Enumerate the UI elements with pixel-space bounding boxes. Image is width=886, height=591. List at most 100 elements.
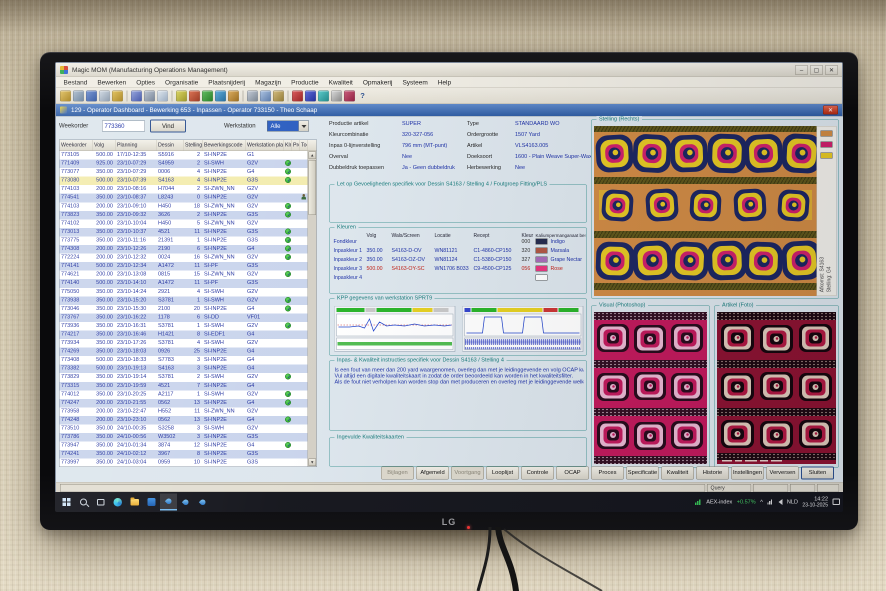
print-icon[interactable]	[73, 90, 84, 102]
table-row[interactable]: 774621 200.00 23/10-13:08 0815 15 SI-ZWN_NN G2…	[60, 271, 317, 280]
orders-col-header[interactable]: Stelling	[184, 140, 203, 151]
table-row[interactable]: 772224 200.00 23/10-12:32 0024 16 SI-ZWN_NN G2…	[60, 254, 317, 263]
ocap-button[interactable]: OCAP	[556, 466, 589, 480]
chevron-down-icon[interactable]	[298, 121, 309, 131]
copy-icon[interactable]	[260, 90, 271, 102]
table-row[interactable]: 773315 350.00 23/10-19:59 4521 7 SI-INP2E G4	[59, 381, 317, 391]
table-row[interactable]: 774308 200.00 23/10-12:26 2190 6 SI-INP2E G4 ✓	[59, 245, 317, 254]
zoom-icon[interactable]	[157, 90, 168, 102]
table-row[interactable]: 773767 350.00 23/10-16:22 1178 6 SI-DD VF01	[59, 313, 317, 322]
mdi-close-icon[interactable]: ✕	[823, 105, 838, 115]
menu-item-kwaliteit[interactable]: Kwaliteit	[328, 78, 353, 87]
paste-icon[interactable]	[273, 90, 284, 102]
table-row[interactable]: 775050 350.00 23/10-14:24 2921 4 SI-SWH G2V	[60, 288, 317, 297]
action-center-icon[interactable]	[832, 498, 840, 506]
table-row[interactable]: 774140 500.00 23/10-14:10 A1472 11 SI-PF G3S	[59, 279, 317, 288]
refresh-icon[interactable]	[215, 90, 226, 102]
table-row[interactable]: 773786 350.00 24/10-00:56 W3502 3 SI-INP2E G3S	[59, 433, 317, 442]
scroll-thumb[interactable]	[308, 160, 316, 215]
search-icon[interactable]	[75, 494, 92, 511]
preview-icon[interactable]	[99, 90, 110, 102]
table-row[interactable]: 773823 350.00 23/10-09:32 3626 2 SI-INP2E G3S ✓	[59, 210, 317, 220]
table-row[interactable]: 773775 350.00 23/10-11:16 21391 1 SI-INP2E G3S…	[60, 236, 317, 245]
mail-app-icon[interactable]	[143, 494, 160, 511]
table-row[interactable]: 774141 500.00 23/10-12:34 A1472 11 SI-PF G3S	[59, 262, 317, 271]
table-row[interactable]: 773997 350.00 24/10-03:04 0959 10 SI-INP2E G3S	[60, 459, 317, 468]
network-icon[interactable]	[767, 499, 774, 505]
table-row[interactable]: 773938 350.00 23/10-15:20 S3781 1 SI-SWH G2V ✓	[59, 296, 317, 305]
maximize-button[interactable]: ▢	[810, 64, 823, 75]
proces-button[interactable]: Proces	[591, 466, 624, 480]
orders-col-header[interactable]: Dessin	[157, 140, 184, 151]
help-icon[interactable]: ?	[360, 91, 365, 100]
sluiten-button[interactable]: Sluiten	[801, 466, 834, 480]
kwaliteit-button[interactable]: Kwaliteit	[661, 466, 694, 480]
table-row[interactable]: 774269 350.00 23/10-18:03 0926 25 SI-INP2E G4	[59, 347, 317, 357]
specificatie-button[interactable]: Specificatie	[626, 466, 659, 480]
menu-item-help[interactable]: Help	[437, 78, 452, 87]
table-row[interactable]: 773934 350.00 23/10-17:26 S3781 4 SI-SWH G2V	[60, 339, 317, 348]
table-row[interactable]: 773382 500.00 23/10-19:13 S4163 3 SI-INP2E G4	[59, 364, 317, 374]
weekorder-input[interactable]	[102, 120, 145, 132]
controle-button[interactable]: Controle	[521, 466, 554, 480]
table-row[interactable]: 773958 200.00 23/10-22:47 H552 11 SI-ZWN_NN G2…	[60, 407, 317, 416]
app-taskbar-icon[interactable]	[177, 494, 194, 511]
afgemeld-button[interactable]: Afgemeld	[416, 466, 449, 480]
table-row[interactable]: 774103 200.00 23/10-08:16 H7044 2 SI-ZWN_NN G2…	[60, 185, 317, 194]
table-row[interactable]: 773013 350.00 23/10-10:37 4521 11 SI-INP2E G3S…	[59, 227, 317, 237]
task-view-icon[interactable]	[92, 494, 109, 511]
orders-col-header[interactable]: Klr	[284, 140, 292, 151]
mail-icon[interactable]	[112, 90, 123, 102]
orders-scrollbar[interactable]: ▲ ▼	[307, 151, 317, 467]
menu-item-bewerken[interactable]: Bewerken	[97, 78, 127, 87]
menu-item-plaatsnijderij[interactable]: Plaatsnijderij	[208, 78, 246, 87]
volume-icon[interactable]	[778, 498, 783, 505]
table-row[interactable]: 773046 350.00 23/10-15:30 2100 20 SI-INP2E G4 ✓	[60, 305, 317, 314]
cut-icon[interactable]	[247, 90, 258, 102]
table-row[interactable]: 774248 200.00 23/10-23:10 0562 13 SI-INP2E G4 ✓	[59, 415, 317, 425]
stock-ticker-label[interactable]: AEX-index	[706, 498, 733, 505]
table-row[interactable]: 773077 350.00 23/10-07:29 0006 4 SI-INP2E G4 ✓	[60, 168, 317, 177]
orders-col-header[interactable]: Planning	[116, 140, 157, 151]
table-row[interactable]: 774012 350.00 23/10-20:25 A2117 1 SI-SWH G2V ✓	[60, 390, 317, 399]
historie-button[interactable]: Historie	[696, 466, 729, 480]
table-row[interactable]: 773936 350.00 23/10-16:31 S3781 1 SI-SWH G2V ✓	[60, 322, 317, 331]
chart-icon[interactable]	[344, 90, 355, 102]
table-row[interactable]: 773829 350.00 23/10-19:14 S3781 2 SI-SWH G2V ✓	[60, 373, 317, 382]
vind-button[interactable]: Vind	[150, 119, 186, 133]
menu-item-organisatie[interactable]: Organisatie	[165, 78, 199, 87]
scroll-up-icon[interactable]: ▲	[308, 151, 316, 159]
orders-col-header[interactable]: Bewerkingscode	[203, 140, 246, 151]
orders-col-header[interactable]: Weekorder	[60, 140, 93, 151]
close-button[interactable]: ✕	[825, 64, 838, 75]
table-row[interactable]: 774103 200.00 23/10-09:10 H450 18 SI-ZWN_NN G2…	[60, 202, 317, 211]
start-button[interactable]	[58, 494, 75, 511]
edge-browser-icon[interactable]	[109, 494, 126, 511]
table-row[interactable]: 774102 200.00 23/10-10:04 H450 5 SI-ZWN_NN G2V	[60, 219, 317, 228]
stock-change-value[interactable]: +0.57%	[736, 498, 756, 505]
table-row[interactable]: 773105 500.00 17/10-12:35 S5916 2 SI-INP2E G1	[60, 151, 317, 160]
open-icon[interactable]	[60, 90, 71, 102]
menu-item-opmakerij[interactable]: Opmakerij	[362, 78, 393, 87]
table-row[interactable]: 774241 350.00 24/10-02:12 3967 8 SI-INP2E G3S	[59, 450, 317, 459]
scroll-down-icon[interactable]: ▼	[308, 458, 316, 466]
grid-teal-icon[interactable]	[318, 90, 329, 102]
app-taskbar-icon-active[interactable]	[160, 493, 177, 511]
table-row[interactable]: 774217 350.00 23/10-16:46 H1421 8 SI-EDF1 G4	[59, 330, 317, 340]
grid-icon[interactable]	[131, 90, 142, 102]
orders-col-header[interactable]: Toe	[300, 140, 308, 151]
undo-icon[interactable]	[228, 90, 239, 102]
app-taskbar-icon[interactable]	[194, 494, 211, 511]
verversen-button[interactable]: Verversen	[766, 466, 799, 480]
table-row[interactable]: 774247 200.00 23/10-21:55 0562 13 SI-INP2E G4 ✓	[59, 398, 317, 408]
looplijst-button[interactable]: Looplijst	[486, 466, 519, 480]
minimize-button[interactable]: –	[795, 64, 808, 75]
instellingen-button[interactable]: Instellingen	[731, 466, 764, 480]
layout-icon[interactable]	[144, 90, 155, 102]
table-row[interactable]: 773080 500.00 23/10-07:39 S4163 4 SI-INP2E G3S…	[59, 176, 317, 186]
table-row[interactable]: 771409 925.00 23/10-07:29 S4959 2 SI-SWH G2V ✓	[59, 159, 317, 169]
menu-item-productie[interactable]: Productie	[291, 78, 319, 87]
file-explorer-icon[interactable]	[126, 494, 143, 511]
stock-chart-icon[interactable]	[694, 499, 702, 505]
table-row[interactable]: 773947 350.00 24/10-01:34 3874 12 SI-INP2E G4 ✓	[60, 442, 317, 451]
